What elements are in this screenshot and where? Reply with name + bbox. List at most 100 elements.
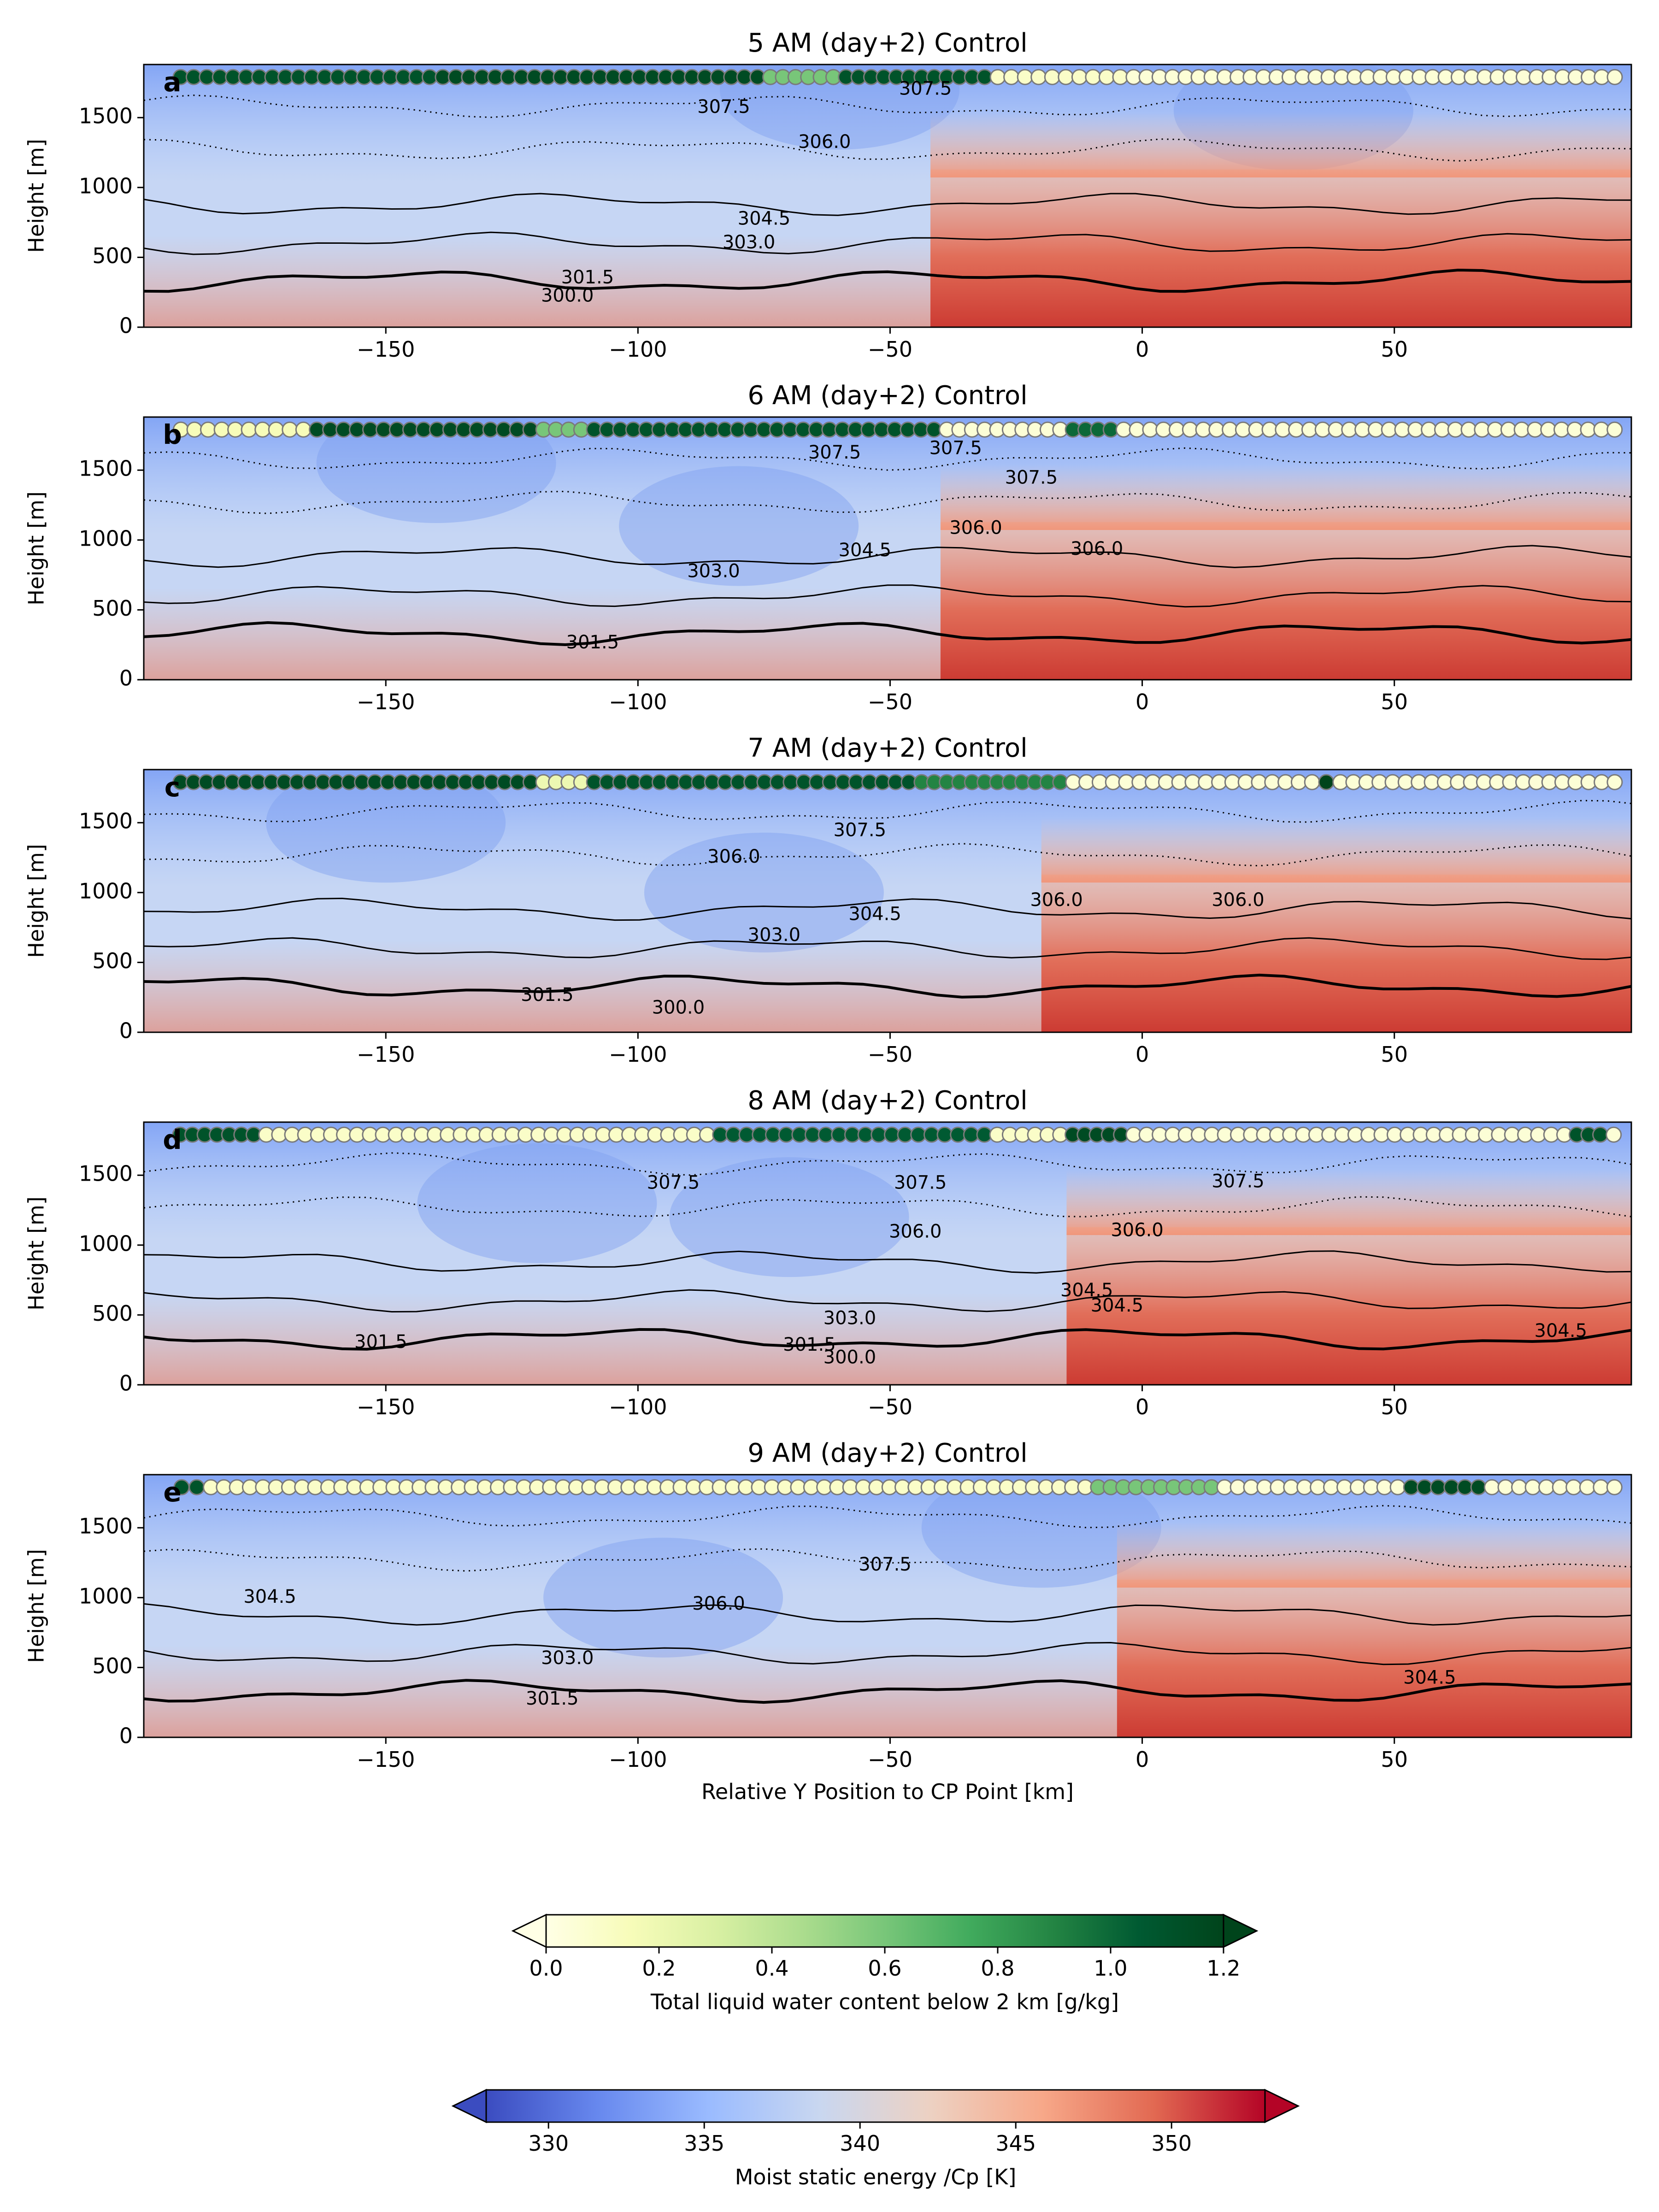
lwc-dot <box>254 421 271 438</box>
lwc-dot <box>989 69 1006 85</box>
lwc-dot <box>309 421 325 438</box>
y-tick-label: 500 <box>92 1653 133 1678</box>
y-tick-label: 0 <box>119 1018 133 1043</box>
lwc-dot <box>1606 421 1623 438</box>
lwc-dot <box>442 421 459 438</box>
axes-frame <box>143 1121 1632 1386</box>
x-axis: −150 −100 −50 0 50 <box>357 1385 1408 1419</box>
lwc-dot <box>268 421 284 438</box>
lwc-dot <box>1336 1479 1353 1495</box>
y-tick-label: 1000 <box>79 1231 133 1256</box>
lwc-dot <box>1323 1479 1339 1495</box>
contour-line <box>144 584 1631 608</box>
lwc-dot <box>1403 1479 1419 1495</box>
lwc-dot <box>1065 774 1082 790</box>
contour-labels: 307.5 306.0 306.0 306.0 304.5 303.0 301.5 300.0 <box>521 819 1265 1018</box>
lwc-dot <box>1434 421 1450 438</box>
contour-label: 307.5 <box>1005 467 1058 488</box>
x-tick-label: −50 <box>868 1042 912 1067</box>
y-tick-label: 1500 <box>79 1514 133 1539</box>
lwc-dot <box>1354 421 1371 438</box>
lwc-dot <box>1447 421 1464 438</box>
y-axis-label: Height [m] <box>24 844 49 958</box>
contour-label: 307.5 <box>1212 1171 1265 1192</box>
panels: 307.5307.5306.0304.5303.0301.5300.0−150−… <box>24 28 1632 1804</box>
lwc-dot <box>1290 774 1307 790</box>
contour-label: 303.0 <box>687 561 740 582</box>
x-tick-label: −100 <box>609 1394 667 1419</box>
panel-b: 307.5 307.5 307.5 306.0 306.0 304.5 303.0 301.5… <box>24 381 1632 714</box>
lwc-dot <box>1264 774 1281 790</box>
colorbar-lwc: 0.0 0.2 0.4 0.6 0.8 1.0 1.2 Total liquid water … <box>511 1913 1259 2014</box>
lwc-dot <box>282 421 298 438</box>
y-axis: 0 500 1000 1500 <box>79 1514 144 1748</box>
x-tick-label: 0 <box>1135 337 1149 362</box>
contour-line <box>144 1505 1631 1529</box>
x-axis: −150 −100 −50 0 50 <box>357 327 1408 362</box>
colorbar-extend-high <box>1264 2088 1300 2124</box>
lwc-dot <box>241 421 257 438</box>
lwc-dot <box>1606 774 1623 790</box>
lwc-dot <box>1497 1479 1514 1495</box>
lwc-dot <box>1349 1479 1366 1495</box>
contour-line <box>144 843 1631 867</box>
contour-label: 301.5 <box>521 984 574 1006</box>
lwc-dot <box>402 421 418 438</box>
axes-frame <box>143 64 1632 328</box>
contour-label: 306.0 <box>889 1221 942 1242</box>
lwc-dot <box>1118 774 1135 790</box>
colorbar-gradient <box>486 2090 1265 2122</box>
contour-lines <box>144 1152 1631 1351</box>
contour-label: 301.5 <box>566 632 619 653</box>
contour-label: 300.0 <box>824 1347 877 1368</box>
lwc-dot <box>322 421 338 438</box>
lwc-dot <box>1483 1479 1500 1495</box>
contour-label: 301.5 <box>354 1331 407 1353</box>
colorbar-extend-low <box>451 2088 487 2124</box>
lwc-dot <box>1288 421 1305 438</box>
lwc-dot <box>1251 774 1267 790</box>
panel-a: 307.5307.5306.0304.5303.0301.5300.0−150−… <box>24 28 1632 362</box>
y-axis-label: Height [m] <box>24 139 49 253</box>
lwc-dot <box>1580 421 1596 438</box>
contour-line <box>144 193 1631 216</box>
colorbar-tick-label: 335 <box>684 2131 724 2156</box>
contour-line <box>144 897 1631 921</box>
lwc-dot <box>1606 1126 1622 1143</box>
x-tick-label: −150 <box>357 689 415 714</box>
lwc-dot <box>1261 421 1278 438</box>
contour-line <box>144 1289 1631 1313</box>
axes-frame <box>143 1474 1632 1738</box>
lwc-dot <box>1606 69 1623 85</box>
lwc-dot <box>469 421 485 438</box>
panel-letter: b <box>163 419 182 450</box>
x-tick-label: 0 <box>1135 1394 1149 1419</box>
contour-line <box>144 1196 1631 1218</box>
contour-label: 304.5 <box>1403 1667 1456 1688</box>
contour-line <box>144 621 1631 647</box>
panel-letter: c <box>165 771 180 803</box>
lwc-dot <box>1283 1479 1300 1495</box>
lwc-dot <box>1235 421 1251 438</box>
colorbar-frame <box>485 2089 1266 2123</box>
lwc-dot <box>1017 69 1033 85</box>
colorbar-tick-label: 0.6 <box>868 1956 901 1981</box>
contour-line <box>144 94 1631 118</box>
lwc-dots <box>172 1126 1622 1143</box>
lwc-dot <box>1071 69 1088 85</box>
lwc-dot <box>1376 1479 1393 1495</box>
y-tick-label: 500 <box>92 948 133 973</box>
lwc-dot <box>1606 1479 1623 1495</box>
lwc-dot <box>1030 69 1047 85</box>
lwc-dot <box>1158 774 1174 790</box>
contour-label: 307.5 <box>929 438 982 459</box>
contour-label: 304.5 <box>848 903 901 924</box>
x-tick-label: −100 <box>609 1042 667 1067</box>
lwc-dot <box>1171 774 1188 790</box>
y-tick-label: 500 <box>92 1301 133 1326</box>
lwc-dot <box>738 1126 755 1143</box>
x-tick-label: 50 <box>1381 1042 1408 1067</box>
lwc-dot <box>200 421 216 438</box>
contour-label: 303.0 <box>723 232 776 253</box>
y-tick-label: 0 <box>119 666 133 691</box>
